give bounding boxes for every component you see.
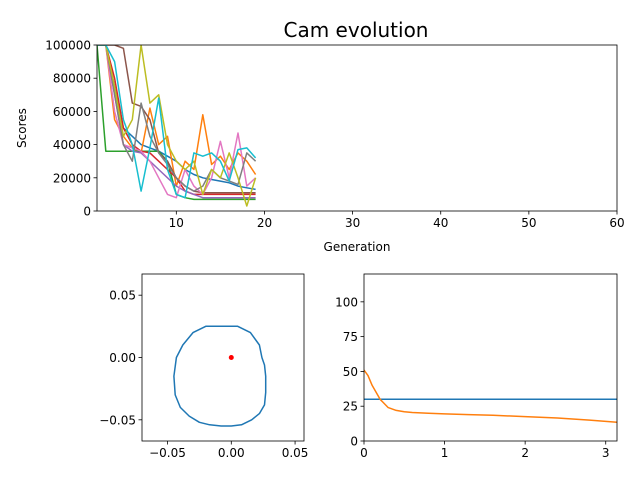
y-tick-label: 40000 bbox=[53, 138, 91, 152]
x-tick-label: 3 bbox=[602, 446, 610, 460]
y-tick-label: 0.05 bbox=[109, 289, 136, 303]
cam-profile-chart: −0.05 0.00 0.05 −0.05 0.00 0.05 bbox=[99, 273, 309, 460]
x-tick-label: 20 bbox=[257, 216, 272, 230]
x-tick-label: 0 bbox=[360, 446, 368, 460]
y-tick-label: 80000 bbox=[53, 72, 91, 86]
x-tick-label: 0.05 bbox=[282, 446, 309, 460]
x-tick-label: 2 bbox=[521, 446, 529, 460]
y-tick-label: 0.00 bbox=[109, 351, 136, 365]
y-tick-label: −0.05 bbox=[99, 413, 136, 427]
y-tick-label: 75 bbox=[343, 330, 358, 344]
plot-area bbox=[364, 369, 617, 423]
y-tick-label: 50 bbox=[343, 365, 358, 379]
y-tick-label: 60000 bbox=[53, 105, 91, 119]
x-tick-label: −0.05 bbox=[149, 446, 186, 460]
series-line-1 bbox=[364, 369, 617, 423]
x-axis-label: Generation bbox=[324, 240, 391, 254]
y-tick-label: 100000 bbox=[45, 39, 91, 53]
y-axis-label: Scores bbox=[15, 108, 29, 148]
axes-frame bbox=[363, 273, 618, 442]
top-scores-chart: 10 20 30 40 50 60 0 20000 40000 60000 80000 100000 G… bbox=[15, 39, 625, 255]
series-line-9 bbox=[97, 45, 257, 199]
data-point bbox=[228, 355, 234, 360]
series-line-0 bbox=[173, 325, 267, 427]
x-tick-label: 60 bbox=[609, 216, 624, 230]
y-tick-label: 0 bbox=[350, 435, 358, 449]
x-tick-label: 40 bbox=[433, 216, 448, 230]
follower-curve-chart: 0 1 2 3 0 25 50 75 100 bbox=[335, 273, 618, 460]
figure-title: Cam evolution bbox=[284, 18, 429, 42]
y-tick-label: 25 bbox=[343, 400, 358, 414]
axes-frame bbox=[96, 44, 618, 212]
series-line-8 bbox=[97, 45, 257, 207]
y-tick-label: 20000 bbox=[53, 171, 91, 185]
x-tick-label: 0.00 bbox=[218, 446, 245, 460]
x-tick-label: 30 bbox=[345, 216, 360, 230]
plot-area bbox=[173, 325, 267, 427]
x-tick-label: 50 bbox=[521, 216, 536, 230]
x-tick-label: 10 bbox=[169, 216, 184, 230]
x-tick-label: 1 bbox=[441, 446, 449, 460]
y-tick-label: 0 bbox=[83, 205, 91, 219]
y-tick-label: 100 bbox=[335, 295, 358, 309]
plot-area bbox=[97, 45, 257, 207]
